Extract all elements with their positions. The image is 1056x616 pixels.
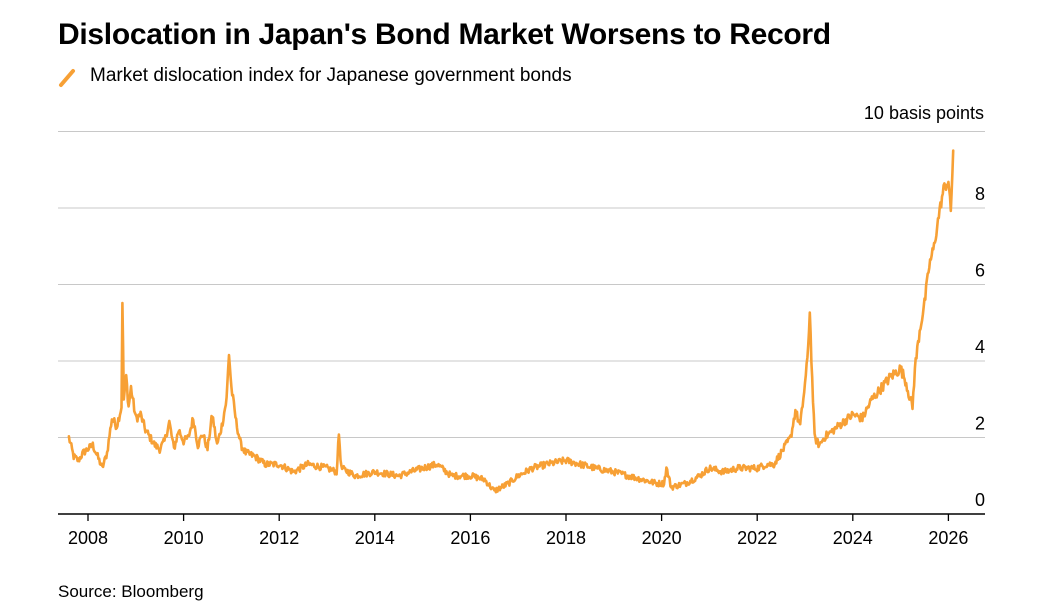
chart-title: Dislocation in Japan's Bond Market Worse… xyxy=(58,18,831,51)
x-tick-label: 2012 xyxy=(259,528,299,548)
legend: Market dislocation index for Japanese go… xyxy=(58,64,572,88)
y-tick-label: 6 xyxy=(975,261,985,281)
x-tick-label: 2008 xyxy=(68,528,108,548)
y-axis-ticks: 0 2 4 6 8 xyxy=(975,184,985,510)
y-axis-unit-label: 10 basis points xyxy=(863,103,984,123)
y-tick-label: 4 xyxy=(975,337,985,357)
series-layer xyxy=(67,149,955,494)
y-tick-label: 0 xyxy=(975,490,985,510)
legend-label: Market dislocation index for Japanese go… xyxy=(90,65,572,86)
x-tick-label: 2026 xyxy=(928,528,968,548)
y-tick-label: 2 xyxy=(975,414,985,434)
source-note: Source: Bloomberg xyxy=(58,582,204,601)
y-tick-label: 8 xyxy=(975,184,985,204)
x-tick-label: 2010 xyxy=(164,528,204,548)
x-tick-label: 2024 xyxy=(833,528,873,548)
legend-line-icon xyxy=(59,69,75,87)
x-tick-label: 2022 xyxy=(737,528,777,548)
gridlines xyxy=(58,131,985,515)
x-tick-label: 2020 xyxy=(642,528,682,548)
x-tick-label: 2014 xyxy=(355,528,395,548)
x-tick-label: 2018 xyxy=(546,528,586,548)
x-tick-label: 2016 xyxy=(450,528,490,548)
x-axis-ticks: 2008 2010 2012 2014 2016 2018 2020 2022 2024 2026 xyxy=(68,514,968,548)
series-line-jgb-dislocation-index xyxy=(67,149,955,494)
